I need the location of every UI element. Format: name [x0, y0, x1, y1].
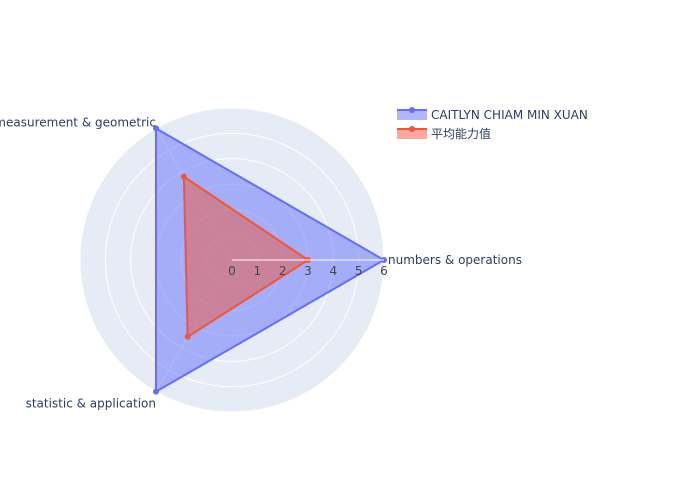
data-point [184, 333, 191, 340]
data-point [180, 173, 187, 180]
radial-tick-label: 2 [279, 264, 287, 278]
radial-tick-labels: 0 1 2 3 4 5 6 [228, 264, 388, 278]
legend-marker [409, 126, 415, 132]
radial-tick-label: 1 [254, 264, 262, 278]
legend-item[interactable]: 平均能力值 [397, 126, 491, 141]
angular-axis-labels: numbers & operations measurement & geomet… [0, 115, 522, 410]
legend-label: CAITLYN CHIAM MIN XUAN [431, 108, 588, 122]
legend-swatch [397, 110, 427, 120]
data-point [153, 125, 159, 132]
legend-label: 平均能力值 [431, 126, 491, 141]
series-area [182, 174, 310, 339]
angular-axis-label: numbers & operations [388, 253, 522, 267]
legend: CAITLYN CHIAM MIN XUAN 平均能力值 [397, 107, 588, 141]
radial-tick-label: 5 [355, 264, 363, 278]
legend-marker [409, 107, 415, 113]
legend-item[interactable]: CAITLYN CHIAM MIN XUAN [397, 107, 588, 122]
radial-tick-label: 6 [380, 264, 388, 278]
radial-tick-label: 4 [330, 264, 338, 278]
legend-swatch [397, 129, 427, 139]
angular-axis-label: measurement & geometric [0, 115, 156, 129]
data-point [153, 388, 159, 395]
angular-axis-label: statistic & application [26, 397, 156, 411]
radial-tick-label: 0 [228, 264, 236, 278]
radial-tick-label: 3 [304, 264, 312, 278]
